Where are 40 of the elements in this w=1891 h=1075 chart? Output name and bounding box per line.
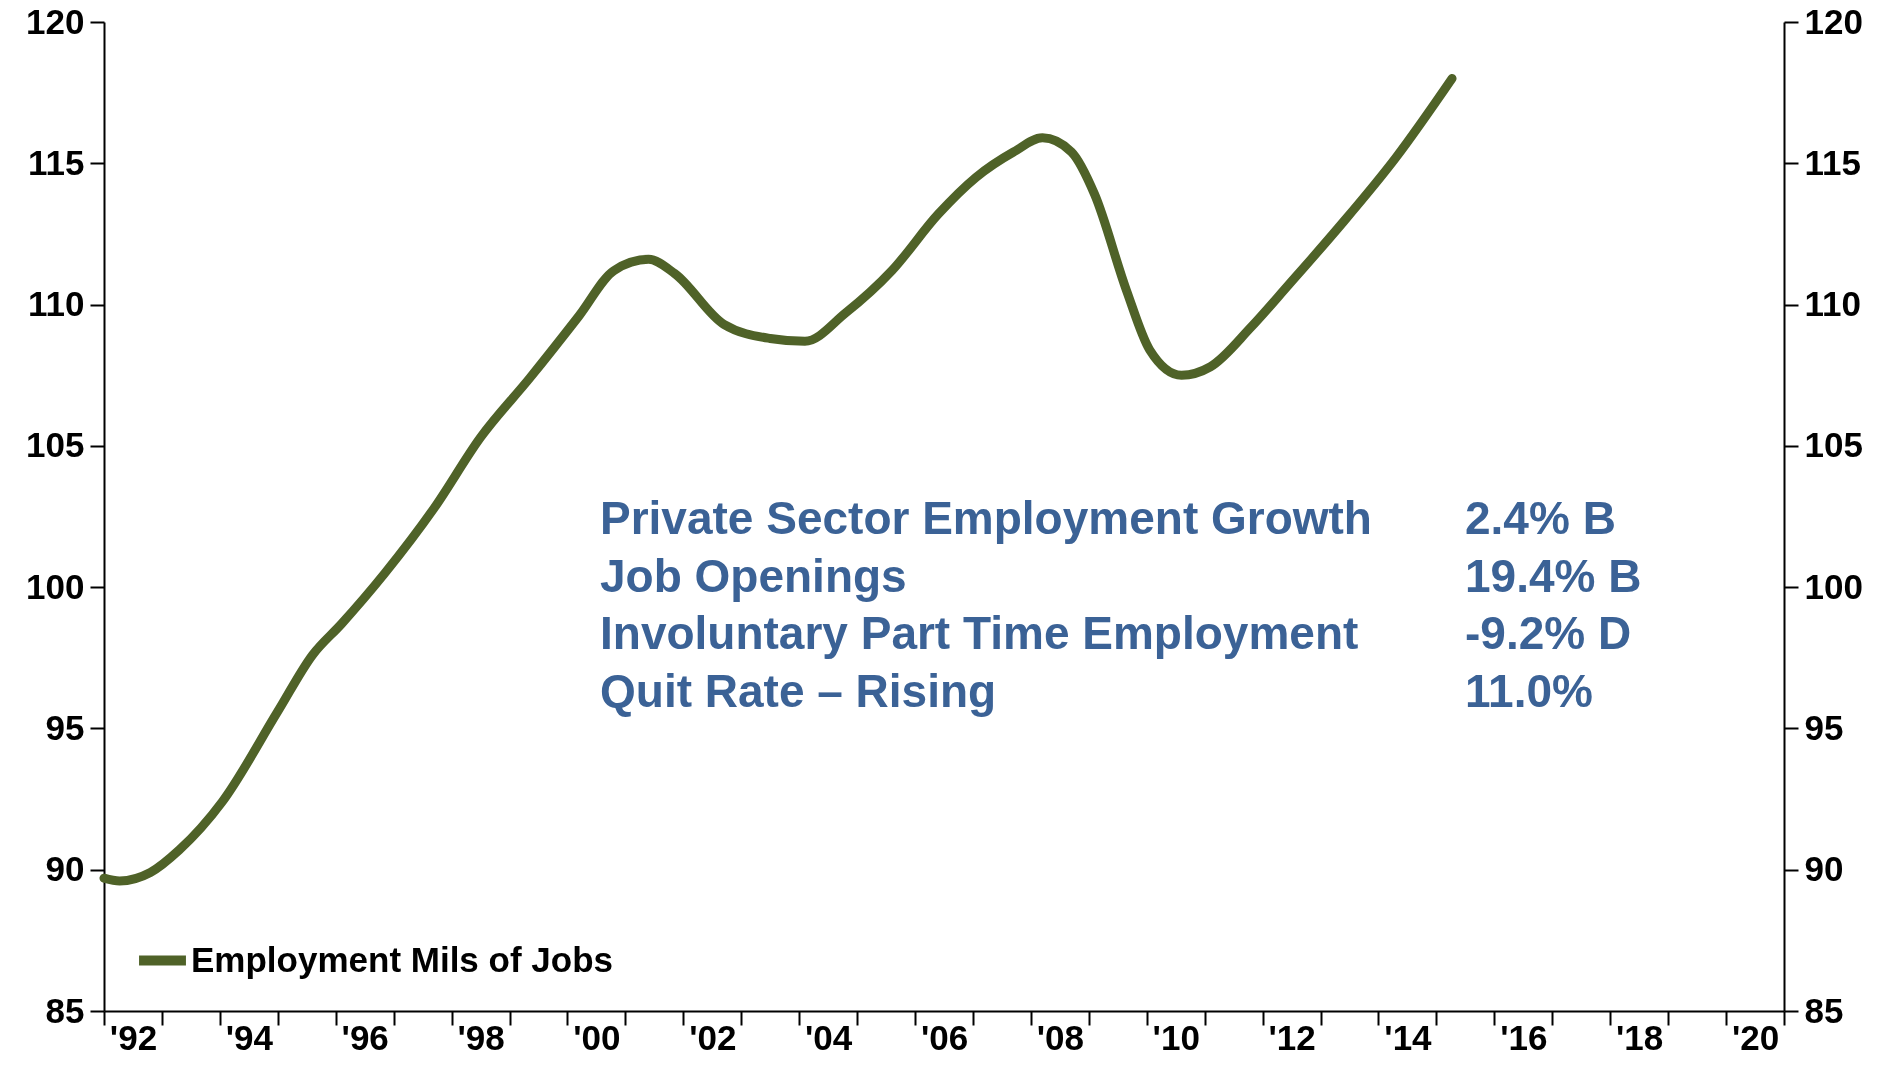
annotation: Involuntary Part Time Employment [600, 607, 1359, 659]
x-tick-label: '18 [1616, 1017, 1664, 1057]
x-tick-label: '02 [689, 1017, 737, 1057]
y2-tick-label: 110 [1804, 284, 1861, 324]
x-tick-label: '00 [573, 1017, 621, 1057]
x-tick-label: '96 [341, 1017, 389, 1057]
x-tick-label: '94 [225, 1017, 274, 1057]
x-tick-label: '20 [1731, 1017, 1780, 1057]
annotation: 11.0% [1465, 664, 1593, 717]
y2-tick-label: 95 [1804, 707, 1844, 747]
legend-label: Employment Mils of Jobs [191, 939, 613, 979]
y-tick-label: 115 [28, 142, 85, 182]
x-tick-label: '04 [805, 1017, 853, 1057]
y2-tick-label: 105 [1804, 425, 1863, 465]
y-tick-label: 90 [45, 849, 85, 889]
x-tick-label: '16 [1500, 1017, 1548, 1057]
x-tick-label: '12 [1268, 1017, 1316, 1057]
x-tick-label: '98 [457, 1017, 505, 1057]
y2-tick-label: 85 [1804, 990, 1844, 1030]
y-tick-label: 100 [26, 566, 85, 606]
annotation: Job Openings [600, 549, 907, 602]
annotation: Quit Rate – Rising [600, 664, 997, 717]
x-tick-label: '06 [920, 1017, 969, 1057]
y2-tick-label: 120 [1804, 1, 1863, 41]
y2-tick-label: 115 [1804, 142, 1861, 182]
y2-tick-label: 90 [1804, 849, 1844, 889]
x-tick-label: '92 [109, 1017, 158, 1057]
annotation: 19.4% B [1465, 549, 1642, 602]
x-tick-label: '08 [1036, 1017, 1084, 1057]
y-tick-label: 95 [45, 707, 85, 747]
y-tick-label: 85 [45, 990, 85, 1030]
annotation: 2.4% B [1465, 492, 1616, 544]
y-tick-label: 120 [26, 1, 85, 41]
y-tick-label: 105 [26, 425, 85, 465]
x-tick-label: '14 [1384, 1017, 1433, 1057]
annotation: -9.2% D [1465, 607, 1632, 659]
y2-tick-label: 100 [1804, 566, 1863, 606]
y-tick-label: 110 [28, 284, 85, 324]
x-tick-label: '10 [1152, 1017, 1200, 1057]
annotation: Private Sector Employment Growth [600, 492, 1372, 544]
